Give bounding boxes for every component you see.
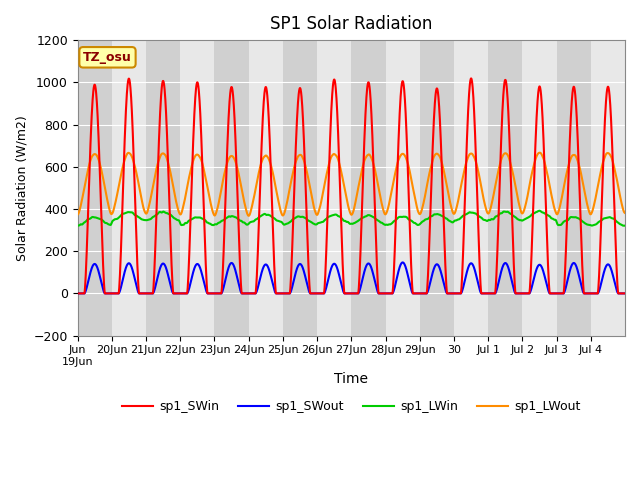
sp1_LWout	[516, 206, 524, 212]
Bar	[488, 40, 522, 336]
Bar	[283, 40, 317, 336]
sp1_LWin	[621, 223, 629, 228]
sp1_SWout	[621, 290, 629, 296]
Bar	[77, 40, 112, 336]
sp1_SWout	[614, 289, 621, 295]
sp1_SWout	[74, 290, 81, 296]
sp1_LWin	[516, 217, 524, 223]
Bar	[146, 40, 180, 336]
sp1_SWin	[384, 290, 392, 296]
sp1_SWin	[621, 290, 629, 296]
sp1_SWin	[516, 290, 524, 296]
sp1_LWin	[246, 219, 254, 225]
sp1_SWout	[246, 290, 254, 296]
sp1_LWout	[614, 180, 621, 186]
sp1_LWout	[74, 212, 81, 217]
sp1_SWout	[384, 290, 392, 296]
Y-axis label: Solar Radiation (W/m2): Solar Radiation (W/m2)	[15, 115, 28, 261]
Line: sp1_LWin: sp1_LWin	[77, 211, 625, 226]
sp1_SWin	[614, 281, 621, 287]
sp1_SWout	[547, 290, 555, 296]
sp1_SWin	[467, 75, 475, 81]
Bar	[214, 40, 249, 336]
sp1_LWin	[384, 222, 392, 228]
sp1_SWout	[399, 260, 406, 265]
sp1_SWout	[129, 266, 136, 272]
sp1_SWin	[129, 119, 136, 124]
sp1_LWout	[547, 192, 555, 197]
sp1_SWin	[246, 290, 254, 296]
Line: sp1_LWout: sp1_LWout	[77, 153, 625, 216]
Text: TZ_osu: TZ_osu	[83, 51, 132, 64]
sp1_LWout	[536, 150, 543, 156]
Bar	[351, 40, 385, 336]
Bar	[420, 40, 454, 336]
Line: sp1_SWout: sp1_SWout	[77, 263, 625, 293]
sp1_LWin	[547, 215, 555, 221]
Bar	[557, 40, 591, 336]
Legend: sp1_SWin, sp1_SWout, sp1_LWin, sp1_LWout: sp1_SWin, sp1_SWout, sp1_LWin, sp1_LWout	[117, 395, 586, 418]
sp1_LWout	[129, 155, 136, 161]
Title: SP1 Solar Radiation: SP1 Solar Radiation	[270, 15, 433, 33]
X-axis label: Time: Time	[334, 372, 369, 386]
sp1_LWin	[74, 223, 81, 228]
sp1_LWout	[621, 210, 629, 216]
sp1_LWout	[245, 213, 253, 219]
sp1_LWout	[385, 204, 392, 210]
sp1_LWin	[614, 219, 621, 225]
sp1_LWout	[247, 209, 255, 215]
sp1_SWin	[547, 290, 555, 296]
sp1_SWout	[516, 290, 524, 296]
sp1_LWin	[536, 208, 543, 214]
sp1_LWin	[129, 210, 136, 216]
Line: sp1_SWin: sp1_SWin	[77, 78, 625, 293]
sp1_SWin	[74, 290, 81, 296]
